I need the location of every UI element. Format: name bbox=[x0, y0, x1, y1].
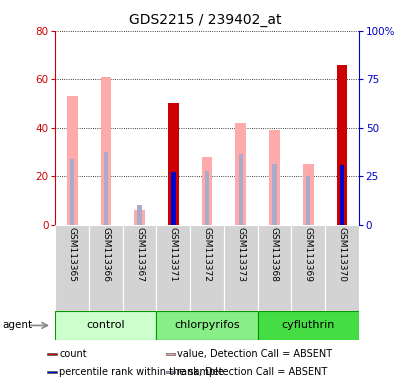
Bar bbox=[168, 103, 178, 225]
Bar bbox=[137, 205, 142, 225]
Bar bbox=[339, 164, 343, 225]
Bar bbox=[324, 225, 358, 311]
Text: GSM113367: GSM113367 bbox=[135, 227, 144, 282]
Bar bbox=[305, 176, 310, 225]
Bar bbox=[70, 159, 74, 225]
Bar bbox=[134, 210, 145, 225]
Bar bbox=[55, 225, 89, 311]
Bar bbox=[171, 172, 175, 225]
Bar bbox=[190, 225, 223, 311]
Text: GSM113369: GSM113369 bbox=[303, 227, 312, 282]
Bar bbox=[67, 96, 77, 225]
Text: value, Detection Call = ABSENT: value, Detection Call = ABSENT bbox=[177, 349, 332, 359]
Bar bbox=[302, 164, 313, 225]
Text: GDS2215 / 239402_at: GDS2215 / 239402_at bbox=[128, 13, 281, 27]
Text: GSM113368: GSM113368 bbox=[269, 227, 278, 282]
Bar bbox=[257, 225, 291, 311]
Bar bbox=[100, 77, 111, 225]
Bar bbox=[336, 65, 346, 225]
Bar bbox=[122, 225, 156, 311]
Bar bbox=[47, 371, 57, 373]
Bar bbox=[156, 311, 257, 340]
Text: GSM113365: GSM113365 bbox=[67, 227, 76, 282]
Bar bbox=[223, 225, 257, 311]
Text: agent: agent bbox=[2, 320, 32, 331]
Text: GSM113372: GSM113372 bbox=[202, 227, 211, 282]
Text: GSM113373: GSM113373 bbox=[236, 227, 245, 282]
Bar bbox=[238, 154, 243, 225]
Text: count: count bbox=[59, 349, 86, 359]
Bar bbox=[103, 152, 108, 225]
Bar bbox=[257, 311, 358, 340]
Text: chlorpyrifos: chlorpyrifos bbox=[174, 320, 239, 331]
Text: GSM113371: GSM113371 bbox=[169, 227, 178, 282]
Text: percentile rank within the sample: percentile rank within the sample bbox=[59, 367, 224, 377]
Bar bbox=[165, 371, 175, 373]
Text: cyfluthrin: cyfluthrin bbox=[281, 320, 334, 331]
Bar bbox=[268, 130, 279, 225]
Bar bbox=[165, 353, 175, 354]
Bar bbox=[272, 164, 276, 225]
Text: GSM113370: GSM113370 bbox=[337, 227, 346, 282]
Bar bbox=[55, 311, 156, 340]
Bar bbox=[235, 123, 245, 225]
Bar bbox=[47, 353, 57, 354]
Bar bbox=[89, 225, 122, 311]
Text: rank, Detection Call = ABSENT: rank, Detection Call = ABSENT bbox=[177, 367, 327, 377]
Bar bbox=[201, 157, 212, 225]
Text: control: control bbox=[86, 320, 125, 331]
Bar bbox=[156, 225, 190, 311]
Bar bbox=[291, 225, 324, 311]
Text: GSM113366: GSM113366 bbox=[101, 227, 110, 282]
Bar bbox=[204, 171, 209, 225]
